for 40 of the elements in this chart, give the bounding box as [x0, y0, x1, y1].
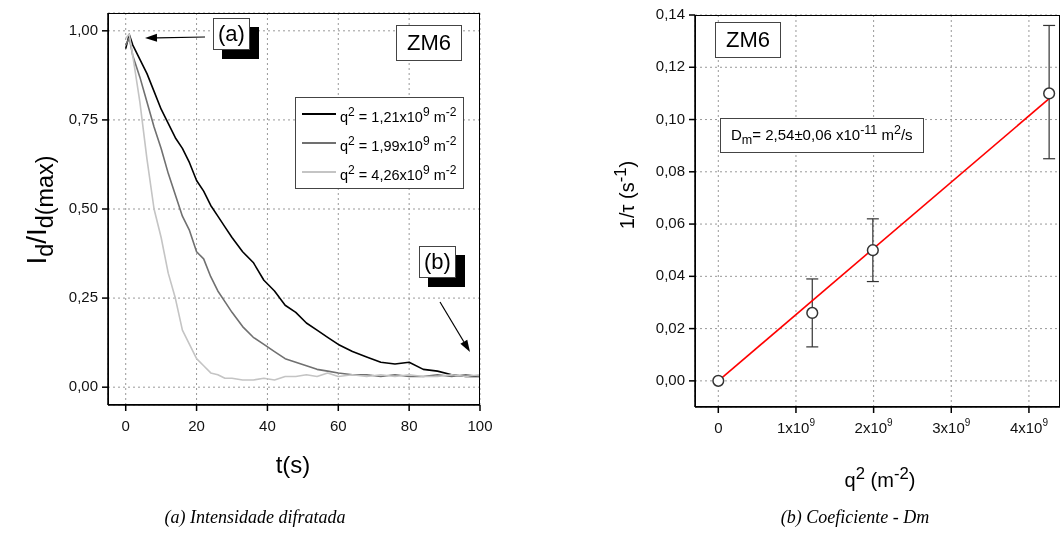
annotation: ZM6 — [715, 22, 781, 59]
y-tick-label: 0,08 — [655, 161, 685, 179]
x-tick-label: 40 — [259, 416, 276, 434]
x-tick-label: 4x10$^{9}$ — [1009, 417, 1049, 436]
y-tick-label: 0,06 — [655, 214, 685, 232]
text: (a) Intensidade difratada — [164, 507, 346, 529]
x-tick-label: 20 — [188, 416, 205, 434]
annotation: (b) — [419, 246, 456, 279]
x-tick-label: 60 — [329, 416, 347, 434]
y-tick-label: 0,12 — [655, 57, 685, 75]
x-axis-title: t(s) — [275, 451, 311, 479]
y-tick-label: 1,00 — [68, 20, 98, 38]
point — [806, 306, 819, 320]
x-axis-title: q$^{2}$ (m$^{-2}$) — [844, 464, 916, 492]
y-tick-label: 0,75 — [68, 109, 98, 127]
x-tick-label: 80 — [400, 416, 418, 434]
annotation: D$_{m}$= 2,54±0,06 x10$^{-11}$ m$^{2}$/s — [720, 118, 924, 153]
y-tick-label: 0,02 — [655, 318, 685, 336]
legend-label: q$^{2}$ = 1,21x10$^{9}$ m$^{-2}$ — [340, 104, 457, 127]
y-tick-label: 0,04 — [655, 266, 685, 284]
legend-label: q$^{2}$ = 1,99x10$^{9}$ m$^{-2}$ — [340, 132, 457, 156]
y-tick-label: 0,10 — [655, 109, 685, 127]
point — [866, 244, 879, 257]
legend-label: q$^{2}$ = 4,26x10$^{9}$ m$^{-2}$ — [340, 161, 457, 185]
x-tick-label: 2x10$^{9}$ — [854, 417, 894, 436]
y-tick-label: 0,14 — [655, 4, 685, 22]
annotation: ZM6 — [396, 25, 462, 62]
x-tick-label: 3x10$^{9}$ — [932, 417, 971, 436]
y-tick-label: 0,50 — [68, 198, 98, 216]
y-tick-label: 0,25 — [68, 288, 98, 306]
annotation: (a) — [213, 18, 250, 51]
x-tick-label: 0 — [714, 418, 723, 436]
y-tick-label: 0,00 — [68, 377, 98, 395]
point — [1043, 87, 1056, 100]
y-tick-label: 0,00 — [655, 370, 685, 388]
x-tick-label: 100 — [467, 416, 493, 434]
text: (b) Coeficiente - Dm — [780, 507, 930, 529]
x-tick-label: 0 — [121, 416, 130, 434]
x-tick-label: 1x10$^{9}$ — [776, 417, 816, 436]
point — [712, 374, 725, 387]
